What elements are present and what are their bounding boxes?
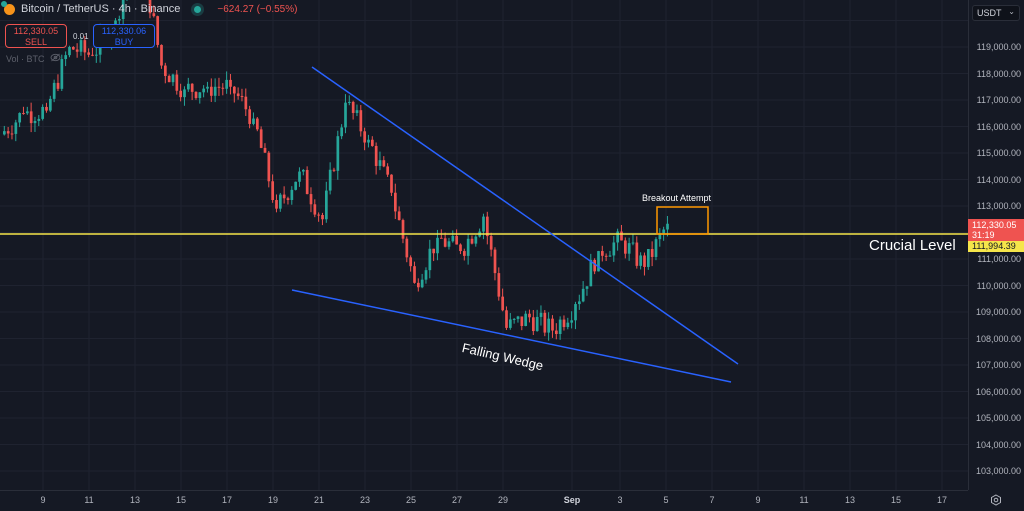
settings-gear-icon[interactable] bbox=[990, 494, 1002, 506]
price-tick: 115,000.00 bbox=[976, 148, 1021, 158]
price-tick: 107,000.00 bbox=[975, 360, 1021, 370]
buy-price: 112,330.06 bbox=[101, 26, 147, 36]
time-tick: 13 bbox=[844, 495, 856, 505]
price-tick: 111,000.00 bbox=[977, 254, 1021, 264]
chevron-down-icon: ⌄ bbox=[1008, 7, 1015, 16]
price-tick: 104,000.00 bbox=[975, 439, 1021, 450]
sell-label: SELL bbox=[24, 37, 48, 47]
price-change: −624.27 (−0.55%) bbox=[217, 3, 298, 15]
spread-value: 0.01 bbox=[73, 32, 89, 41]
time-tick: 9 bbox=[40, 495, 46, 505]
last-price: 112,330.05 bbox=[972, 220, 1017, 230]
time-axis[interactable]: 9 11 13 15 17 19 21 23 25 27 29 Sep 3 5 7 9 11 13 15 17 bbox=[0, 490, 968, 511]
crucial-level-label: Crucial Level bbox=[869, 237, 956, 254]
price-tick: 118,000.00 bbox=[976, 68, 1021, 79]
time-tick: 5 bbox=[663, 495, 669, 505]
time-tick: Sep bbox=[563, 495, 581, 505]
last-price-tag: 112,330.05 31:19 bbox=[968, 219, 1024, 241]
sell-price: 112,330.05 bbox=[13, 26, 59, 36]
price-tick: 114,000.00 bbox=[976, 174, 1021, 185]
price-tick: 103,000.00 bbox=[975, 466, 1021, 476]
time-tick: 23 bbox=[359, 495, 371, 505]
buy-label: BUY bbox=[114, 37, 134, 47]
time-tick: 25 bbox=[405, 495, 417, 505]
time-tick: 21 bbox=[313, 495, 325, 505]
time-tick: 27 bbox=[451, 495, 463, 505]
eye-off-icon[interactable] bbox=[50, 53, 61, 62]
time-tick: 7 bbox=[709, 495, 715, 505]
chart-pane[interactable] bbox=[0, 0, 968, 490]
level-price-tag: 111,994.39 bbox=[968, 241, 1024, 252]
time-tick: 9 bbox=[755, 495, 761, 505]
bitcoin-icon bbox=[1, 0, 15, 15]
price-tick: 110,000.00 bbox=[976, 280, 1021, 291]
price-tick: 106,000.00 bbox=[975, 386, 1021, 397]
price-tick: 113,000.00 bbox=[976, 201, 1021, 211]
time-tick: 11 bbox=[84, 495, 94, 505]
time-tick: 11 bbox=[799, 495, 809, 505]
symbol-title[interactable]: Bitcoin / TetherUS · 4h · Binance bbox=[21, 3, 181, 15]
time-tick: 29 bbox=[497, 495, 509, 505]
time-tick: 13 bbox=[129, 495, 141, 505]
time-tick: 17 bbox=[936, 495, 948, 505]
bar-countdown: 31:19 bbox=[972, 230, 995, 240]
price-tick: 105,000.00 bbox=[975, 413, 1021, 423]
currency-value: USDT bbox=[977, 8, 1002, 18]
price-tick: 109,000.00 bbox=[975, 307, 1021, 317]
price-tick: 117,000.00 bbox=[976, 95, 1021, 105]
candlestick-plot[interactable] bbox=[0, 0, 968, 490]
time-tick: 3 bbox=[617, 495, 623, 505]
time-tick: 15 bbox=[175, 495, 187, 505]
price-tick: 119,000.00 bbox=[976, 42, 1021, 52]
market-status-icon bbox=[194, 5, 202, 13]
volume-indicator-label[interactable]: Vol · BTC bbox=[6, 54, 45, 64]
symbol-header: Bitcoin / TetherUS · 4h · Binance −624.2… bbox=[1, 0, 298, 15]
breakout-attempt-label: Breakout Attempt bbox=[642, 193, 712, 203]
currency-select[interactable]: USDT ⌄ bbox=[972, 5, 1020, 21]
price-tick: 116,000.00 bbox=[976, 121, 1021, 132]
buy-button[interactable]: 112,330.06 BUY bbox=[93, 24, 155, 48]
sell-button[interactable]: 112,330.05 SELL bbox=[5, 24, 67, 48]
time-tick: 17 bbox=[221, 495, 233, 505]
time-tick: 15 bbox=[890, 495, 902, 505]
time-tick: 19 bbox=[267, 495, 279, 505]
price-tick: 108,000.00 bbox=[975, 333, 1021, 344]
